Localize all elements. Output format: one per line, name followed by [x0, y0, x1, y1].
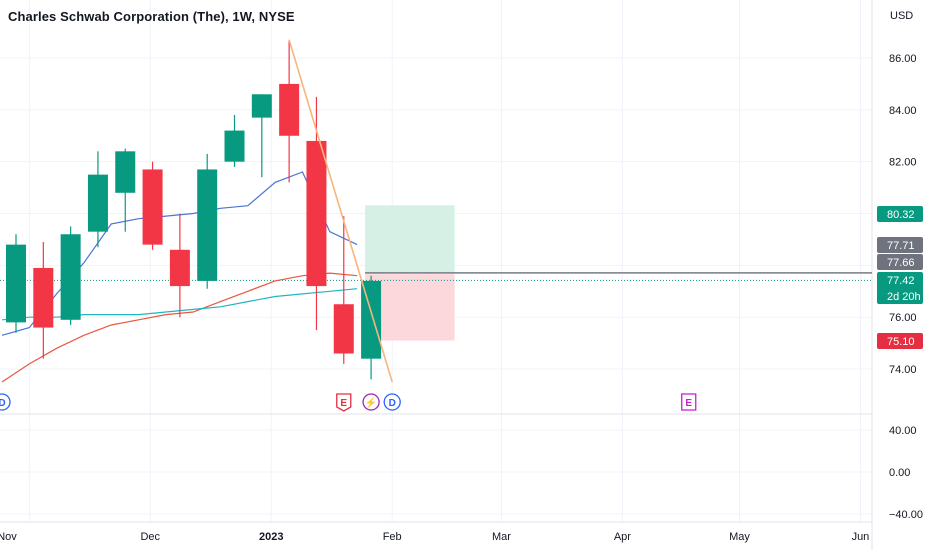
candle-body [361, 280, 382, 359]
candle [33, 242, 54, 359]
candle [197, 153, 218, 289]
price-label: 80.32 [877, 206, 923, 222]
candle [60, 226, 81, 325]
time-tick-label: Feb [383, 531, 402, 543]
oscillator-tick-label: 0.00 [889, 467, 910, 479]
price-label-text: 77.66 [887, 257, 915, 269]
price-tick-label: 74.00 [889, 364, 917, 376]
candle [251, 94, 272, 178]
time-tick-label: Jun [852, 531, 870, 543]
candle [361, 275, 382, 380]
candle-body [279, 83, 300, 136]
oscillator-tick-label: −40.00 [889, 509, 923, 521]
earnings-marker-text: E [340, 398, 347, 409]
dividend-marker-text: D [389, 398, 396, 409]
candle-body [333, 304, 354, 354]
earnings-marker: E [681, 393, 697, 411]
dividend-marker-text: D [0, 398, 6, 409]
candle-body [87, 174, 108, 232]
earnings-marker-text: E [685, 398, 692, 409]
time-tick-label: Nov [0, 531, 17, 543]
price-label: 77.71 [877, 237, 923, 253]
candle-body [224, 130, 245, 162]
candle-body [251, 94, 272, 118]
price-label: 77.66 [877, 254, 923, 270]
price-tick-label: 76.00 [889, 312, 917, 324]
candles [6, 39, 382, 380]
position-profit-zone [365, 205, 455, 275]
candle [142, 161, 163, 250]
price-labels: 80.32 77.71 77.66 77.42 2d 20h 75.10 [877, 206, 923, 349]
dividend-marker: D [383, 393, 401, 411]
candle [306, 96, 327, 331]
price-label-text: 80.32 [887, 209, 915, 221]
split-marker: ⚡ [362, 393, 380, 411]
price-tick-label: 82.00 [889, 157, 917, 169]
candle [169, 213, 190, 318]
time-tick-label: Mar [492, 531, 511, 543]
candle [279, 39, 300, 183]
chart-title: Charles Schwab Corporation (The), 1W, NY… [8, 9, 295, 24]
countdown-text: 2d 20h [887, 291, 921, 303]
candle [333, 216, 354, 364]
candle-body [197, 169, 218, 281]
candle-body [115, 151, 136, 193]
candle [115, 148, 136, 232]
oscillator-tick-label: 40.00 [889, 425, 917, 437]
candle-body [142, 169, 163, 245]
time-tick-label: May [729, 531, 750, 543]
time-axis: Nov Dec 2023 Feb Mar Apr May Jun [0, 531, 869, 543]
price-label: 77.42 2d 20h [877, 272, 923, 304]
split-marker-text: ⚡ [365, 396, 377, 409]
candle-body [306, 140, 327, 287]
candle-body [169, 249, 190, 287]
time-tick-label: Dec [140, 531, 160, 543]
price-tick-label: 86.00 [889, 53, 917, 65]
dividend-marker: D [0, 393, 11, 411]
price-label-text: 77.71 [887, 240, 915, 252]
price-tick-label: 84.00 [889, 105, 917, 117]
earnings-marker: E [336, 393, 352, 412]
candle-body [33, 267, 54, 328]
trend-line [288, 39, 393, 383]
candle [6, 234, 26, 333]
price-label-text: 77.42 [887, 275, 915, 287]
event-markers: D E ⚡ D E [0, 393, 697, 412]
price-label-text: 75.10 [887, 336, 915, 348]
candle-body [60, 234, 81, 320]
currency-label: USD [890, 10, 913, 22]
time-tick-label: Apr [614, 531, 631, 543]
candle-body [6, 244, 26, 323]
price-label: 75.10 [877, 333, 923, 349]
time-tick-label: 2023 [259, 531, 283, 543]
candle [224, 115, 245, 167]
candle [87, 151, 108, 248]
